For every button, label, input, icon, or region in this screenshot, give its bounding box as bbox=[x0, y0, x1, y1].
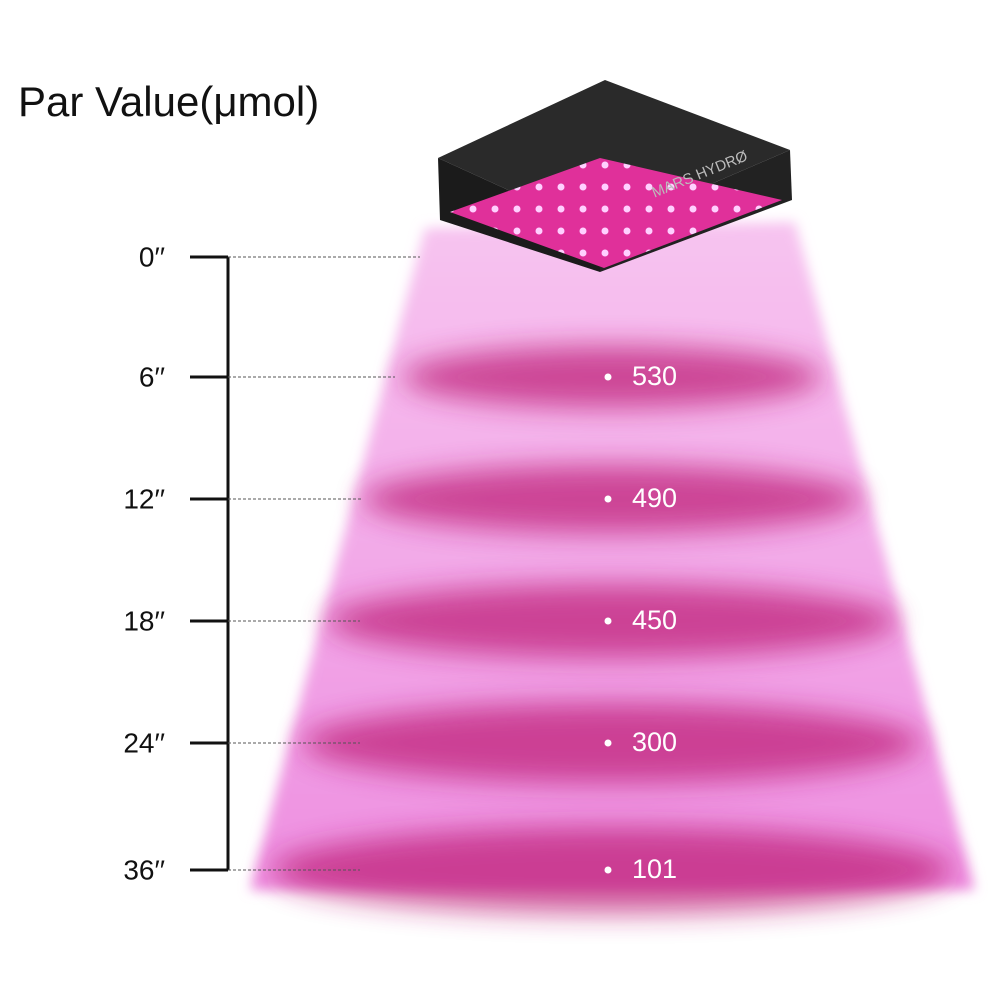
lamp: MARS HYDRØ bbox=[438, 80, 792, 272]
bullet bbox=[604, 866, 612, 874]
par-value: 450 bbox=[632, 605, 677, 635]
par-value: 490 bbox=[632, 483, 677, 513]
light-band bbox=[327, 584, 897, 658]
light-band bbox=[402, 346, 822, 408]
bullet bbox=[604, 739, 612, 747]
bullet bbox=[604, 495, 612, 503]
bullet bbox=[604, 373, 612, 381]
par-value: 530 bbox=[632, 361, 677, 391]
height-label: 6′′ bbox=[139, 361, 165, 392]
par-value: 101 bbox=[632, 854, 677, 884]
height-label: 0′′ bbox=[139, 241, 165, 272]
light-band bbox=[272, 827, 952, 913]
height-label: 12′′ bbox=[123, 483, 165, 514]
height-label: 24′′ bbox=[123, 727, 165, 758]
light-band bbox=[302, 703, 922, 783]
light-cone bbox=[250, 222, 975, 890]
title: Par Value(μmol) bbox=[18, 78, 319, 125]
light-band bbox=[362, 465, 862, 533]
height-label: 36′′ bbox=[123, 854, 165, 885]
height-label: 18′′ bbox=[123, 605, 165, 636]
bullet bbox=[604, 617, 612, 625]
par-value: 300 bbox=[632, 727, 677, 757]
